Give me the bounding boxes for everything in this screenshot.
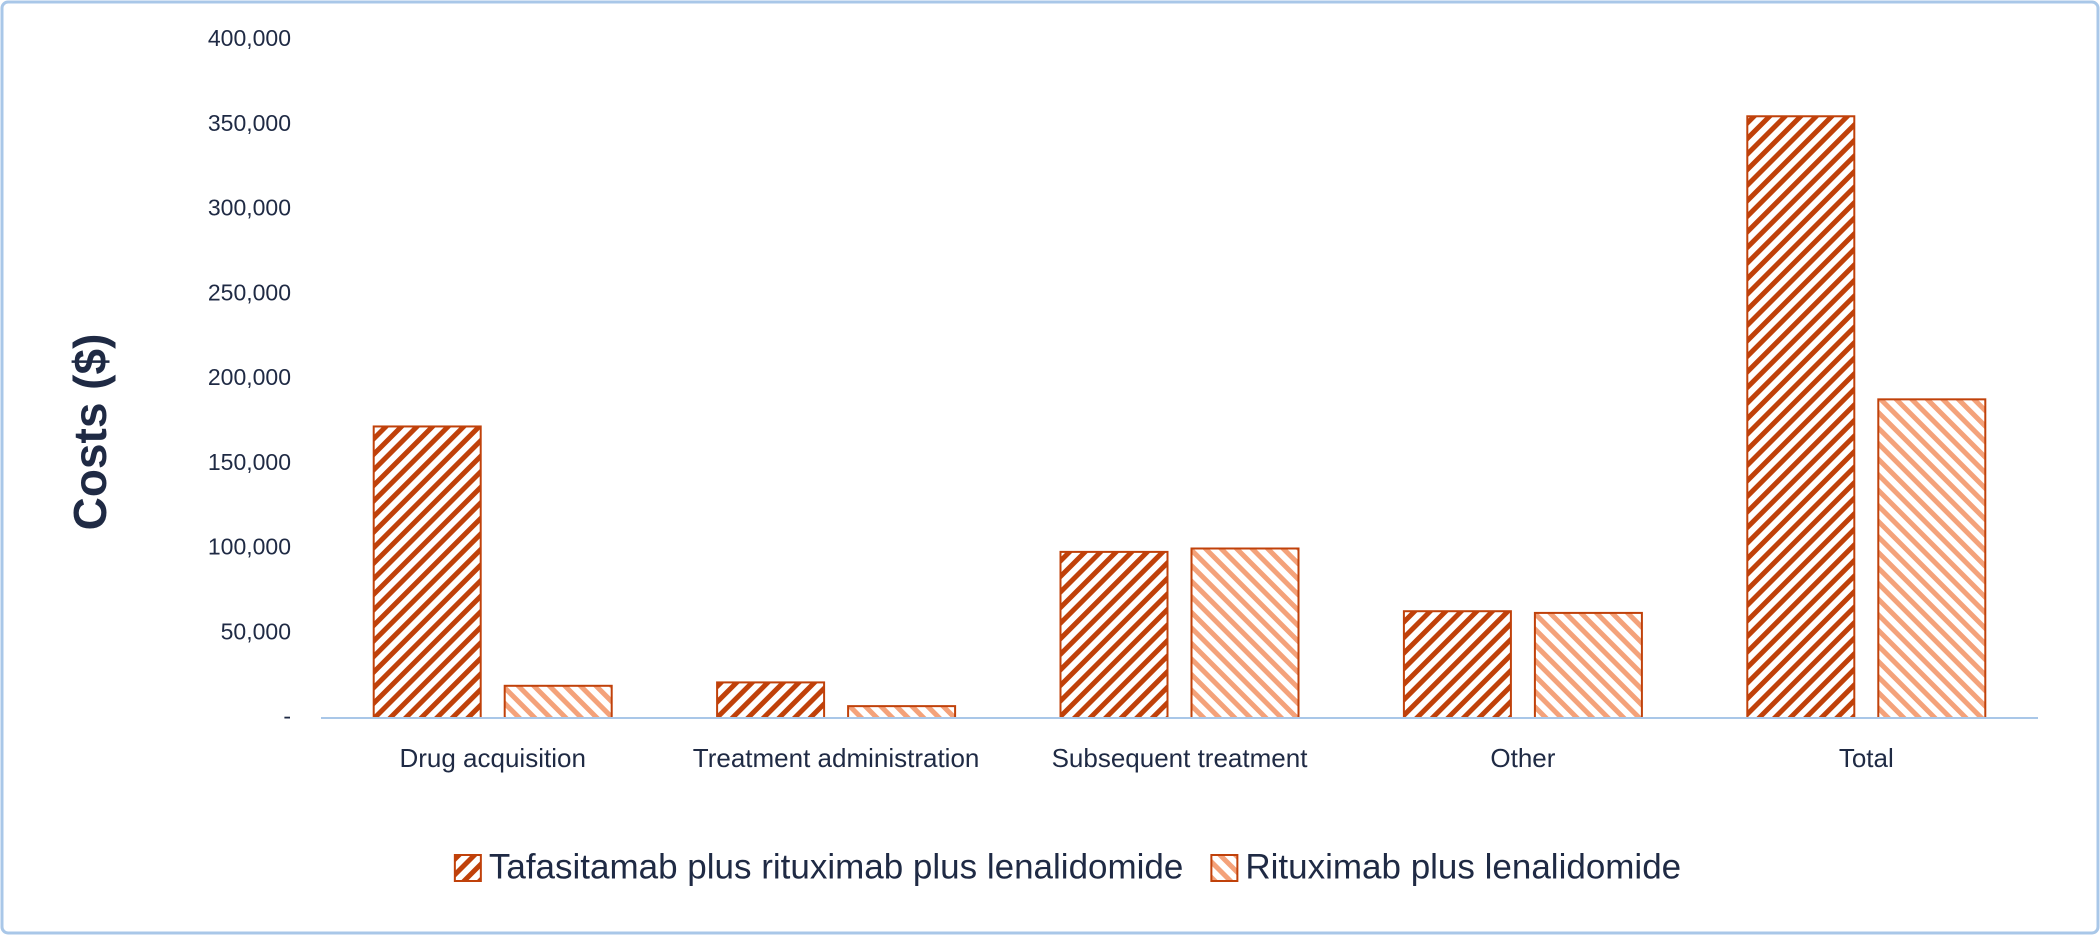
x-tick-label: Treatment administration [693, 743, 980, 773]
bar [716, 681, 826, 720]
x-tick-label: Other [1490, 743, 1555, 773]
x-tick-label: Drug acquisition [399, 743, 585, 773]
bar [1746, 115, 1856, 719]
y-tick-label: 200,000 [208, 364, 291, 390]
bar [1402, 610, 1512, 720]
legend-label: Rituximab plus lenalidomide [1245, 847, 1681, 886]
bar [372, 425, 482, 719]
y-tick-label: - [283, 703, 291, 729]
x-tick-label: Total [1839, 743, 1894, 773]
y-tick-label: 350,000 [208, 110, 291, 136]
x-tick-label: Subsequent treatment [1052, 743, 1309, 773]
y-tick-label: 250,000 [208, 279, 291, 305]
legend-swatch [1210, 854, 1239, 882]
bar [1877, 398, 1987, 719]
y-tick-label: 300,000 [208, 195, 291, 221]
y-tick-label: 400,000 [208, 25, 291, 51]
y-tick-label: 150,000 [208, 449, 291, 475]
y-tick-label: 50,000 [221, 618, 291, 644]
legend-label: Tafasitamab plus rituximab plus lenalido… [489, 847, 1184, 886]
bar [503, 684, 613, 719]
legend-swatch [453, 854, 482, 882]
y-tick-label: 100,000 [208, 534, 291, 560]
bar [1190, 547, 1300, 719]
bar [847, 705, 957, 720]
bar [1533, 611, 1643, 719]
bar [1059, 550, 1169, 720]
y-axis-title: Costs ($) [64, 334, 116, 531]
legend: Tafasitamab plus rituximab plus lenalido… [453, 847, 1681, 886]
